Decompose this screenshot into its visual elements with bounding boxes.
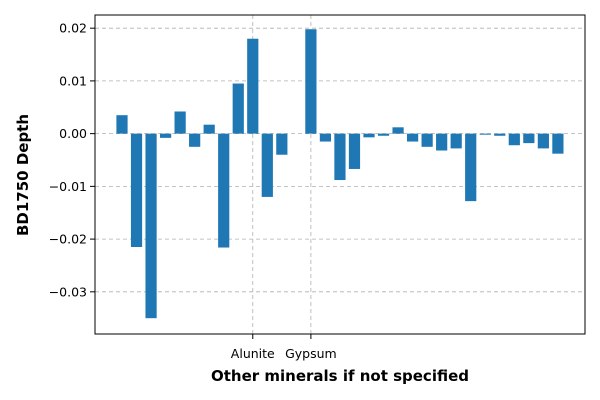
bar bbox=[363, 133, 375, 138]
bar bbox=[450, 133, 462, 149]
bar bbox=[537, 133, 549, 149]
bar bbox=[130, 133, 143, 247]
bar bbox=[392, 127, 404, 134]
bar bbox=[116, 115, 128, 134]
bar bbox=[465, 133, 477, 202]
y-axis-label: BD1750 Depth bbox=[14, 114, 32, 236]
y-tick-label: 0.00 bbox=[59, 126, 87, 141]
bar bbox=[436, 133, 448, 151]
x-axis: Alunite Gypsum bbox=[231, 334, 337, 361]
bar bbox=[174, 111, 186, 134]
y-tick-label: 0.01 bbox=[59, 73, 87, 88]
bar bbox=[407, 133, 419, 142]
bar bbox=[377, 133, 390, 136]
bar bbox=[232, 83, 244, 134]
bar bbox=[348, 133, 361, 169]
bar bbox=[218, 133, 230, 248]
bar bbox=[145, 133, 157, 319]
bar bbox=[319, 133, 332, 142]
bar bbox=[479, 133, 491, 135]
y-axis: 0.02 0.01 0.00 −0.01 −0.02 −0.03 bbox=[49, 21, 95, 299]
bar bbox=[334, 133, 346, 181]
bar bbox=[189, 133, 201, 147]
y-tick-label: 0.02 bbox=[59, 21, 87, 36]
y-tick-label: −0.02 bbox=[49, 232, 87, 247]
bar bbox=[203, 124, 215, 134]
y-tick-label: −0.01 bbox=[49, 179, 87, 194]
bar bbox=[508, 133, 520, 146]
bar bbox=[305, 29, 317, 134]
bar bbox=[159, 133, 172, 138]
bar bbox=[523, 133, 535, 144]
x-tick-label: Alunite bbox=[231, 346, 275, 361]
bars bbox=[116, 29, 564, 319]
bar bbox=[247, 38, 259, 134]
bar bbox=[276, 133, 288, 155]
y-tick-label: −0.03 bbox=[49, 284, 87, 299]
plot-frame bbox=[94, 14, 586, 335]
x-axis-label: Other minerals if not specified bbox=[211, 367, 469, 385]
bar bbox=[421, 133, 433, 147]
bar bbox=[494, 133, 506, 136]
bar bbox=[261, 133, 273, 197]
bar bbox=[552, 133, 564, 154]
x-tick-label: Gypsum bbox=[285, 346, 337, 361]
